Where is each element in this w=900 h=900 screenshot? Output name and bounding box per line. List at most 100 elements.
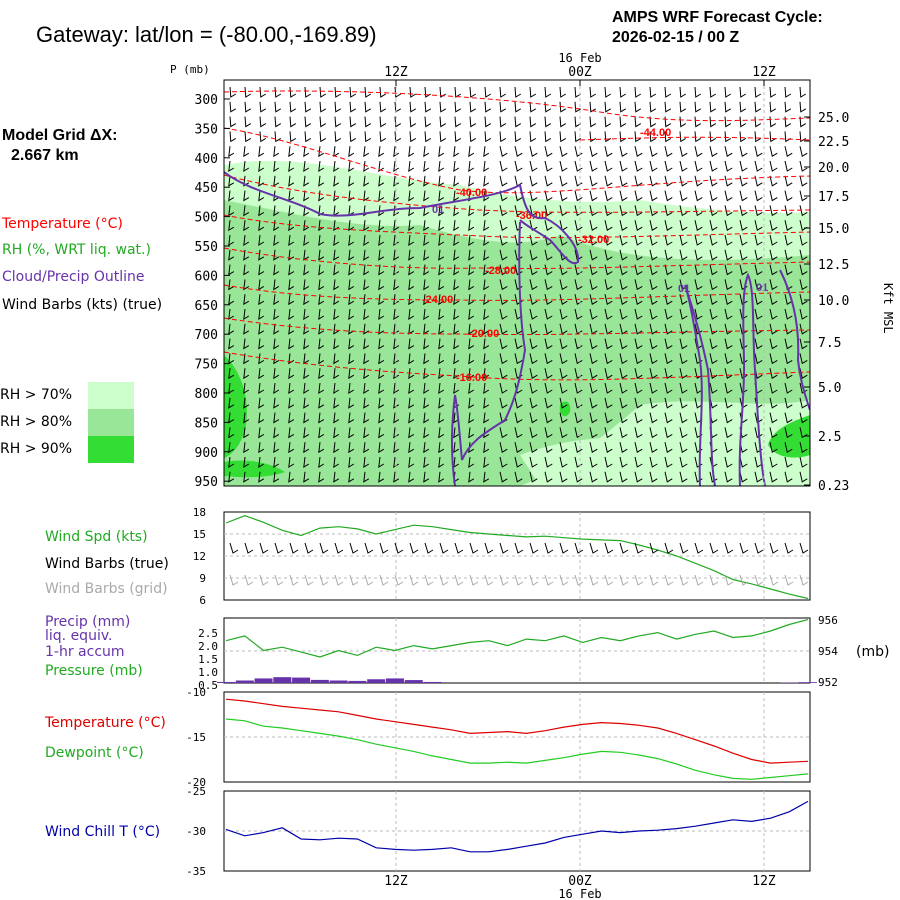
wind-barb: [664, 249, 673, 261]
wind-barb: [709, 220, 718, 231]
wind-barb: [393, 397, 400, 409]
wind-barb: [348, 323, 355, 335]
wind-barb: [363, 190, 370, 202]
wind-barb: [529, 234, 538, 246]
wind-barb: [784, 131, 792, 143]
wind-barb: [453, 190, 460, 202]
wind-barb: [574, 205, 583, 217]
wind-barb: [228, 338, 235, 350]
wind-barb: [649, 160, 658, 172]
wind-barb: [724, 190, 733, 202]
wind-barb: [754, 279, 763, 291]
wind-barb: [784, 146, 793, 157]
wind-barb: [348, 471, 355, 483]
wind-barb: [258, 294, 265, 306]
rh-legend: RH > 70% RH > 80% RH > 90%: [0, 382, 140, 464]
wind-barb: [724, 442, 733, 453]
precip-ytick-label: 0.5: [198, 679, 218, 692]
wind-barb: [364, 101, 372, 113]
wind-barb: [438, 471, 445, 483]
wind-barb: [438, 294, 445, 306]
wind-barb: [318, 338, 325, 350]
wind-barb: [363, 427, 370, 439]
wind-barb: [529, 397, 538, 409]
wind-barb: [769, 397, 778, 409]
wind-barb: [499, 249, 508, 261]
chill-panel-ytick-label: -30: [186, 825, 206, 838]
pressure-tick-label: 900: [195, 446, 218, 461]
rh80-label: RH > 80%: [0, 414, 73, 430]
wind-barb: [604, 412, 613, 424]
wind-barb: [318, 442, 325, 454]
wind-barb: [709, 116, 717, 128]
wind-barb: [559, 382, 568, 394]
height-axis-label: Kft MSL: [881, 283, 895, 334]
wind-barb: [318, 220, 325, 232]
wind-barb: [288, 160, 295, 172]
wind-barb-true: [409, 542, 419, 554]
wind-barb: [379, 131, 387, 143]
wind-barb: [754, 308, 763, 320]
legend-pressure: Pressure (mb): [45, 663, 143, 679]
wind-barb: [634, 101, 642, 113]
wind-barb: [318, 279, 325, 291]
wind-barb: [574, 220, 583, 231]
wind-barb: [408, 456, 415, 468]
wind-barb: [634, 116, 642, 128]
wind-barb: [363, 412, 370, 424]
wind-barb: [378, 264, 385, 276]
wind-barb: [333, 382, 340, 394]
wind-barb: [694, 190, 703, 202]
wind-barb: [709, 190, 718, 202]
wind-barb: [258, 146, 265, 158]
wind-barb: [589, 279, 598, 291]
wind-barb: [393, 471, 400, 483]
wind-barb: [243, 279, 250, 291]
wind-barb: [333, 368, 340, 380]
legend-wind-barbs-grid: Wind Barbs (grid): [45, 581, 168, 597]
wind-barb: [318, 160, 325, 172]
precip-bar: [235, 680, 254, 683]
wind-barb: [379, 101, 387, 113]
wind-barb-grid: [379, 574, 389, 586]
wind-barb: [679, 175, 688, 187]
wind-barb: [364, 116, 372, 128]
wind-barb: [258, 190, 265, 202]
wind-barb: [408, 382, 415, 394]
wind-barb: [243, 220, 250, 232]
wind-barb: [483, 190, 490, 202]
wind-barb: [408, 279, 415, 291]
wind-barb: [769, 294, 778, 305]
wind-barb-true: [319, 542, 329, 554]
wind-barb: [483, 397, 490, 409]
wind-barb: [649, 427, 658, 439]
precip-pressure-panel: 2.52.01.51.00.5 956 954 952 Precip (mm)liq. …: [45, 614, 889, 692]
wind-barb: [559, 190, 568, 202]
wind-barb: [664, 338, 673, 350]
wind-barb: [408, 353, 415, 365]
wind-barb: [438, 412, 445, 424]
wind-barb-grid: [259, 574, 269, 586]
wind-barb: [468, 382, 475, 394]
wind-barb: [679, 249, 688, 261]
wind-barb: [619, 323, 628, 335]
wind-barb: [318, 427, 325, 439]
wind-barb: [724, 456, 733, 468]
wind-barb-grid: [349, 574, 359, 586]
wind-barb: [619, 234, 628, 246]
precip-bar: [367, 679, 386, 683]
wind-panel-ytick-label: 15: [193, 528, 206, 541]
wind-barb: [333, 353, 340, 365]
precip-bar: [254, 678, 273, 683]
wind-barb: [408, 308, 415, 320]
wind-barb: [514, 116, 522, 128]
wind-barb: [664, 116, 672, 128]
cross-section-gridlines: [395, 80, 765, 486]
wind-barb: [423, 294, 430, 306]
wind-barb: [604, 205, 613, 217]
wind-barb: [784, 427, 793, 439]
wind-barb: [649, 220, 658, 231]
wind-barb-grid: [469, 574, 479, 586]
wind-barb: [363, 279, 370, 291]
wind-barb: [664, 86, 672, 98]
